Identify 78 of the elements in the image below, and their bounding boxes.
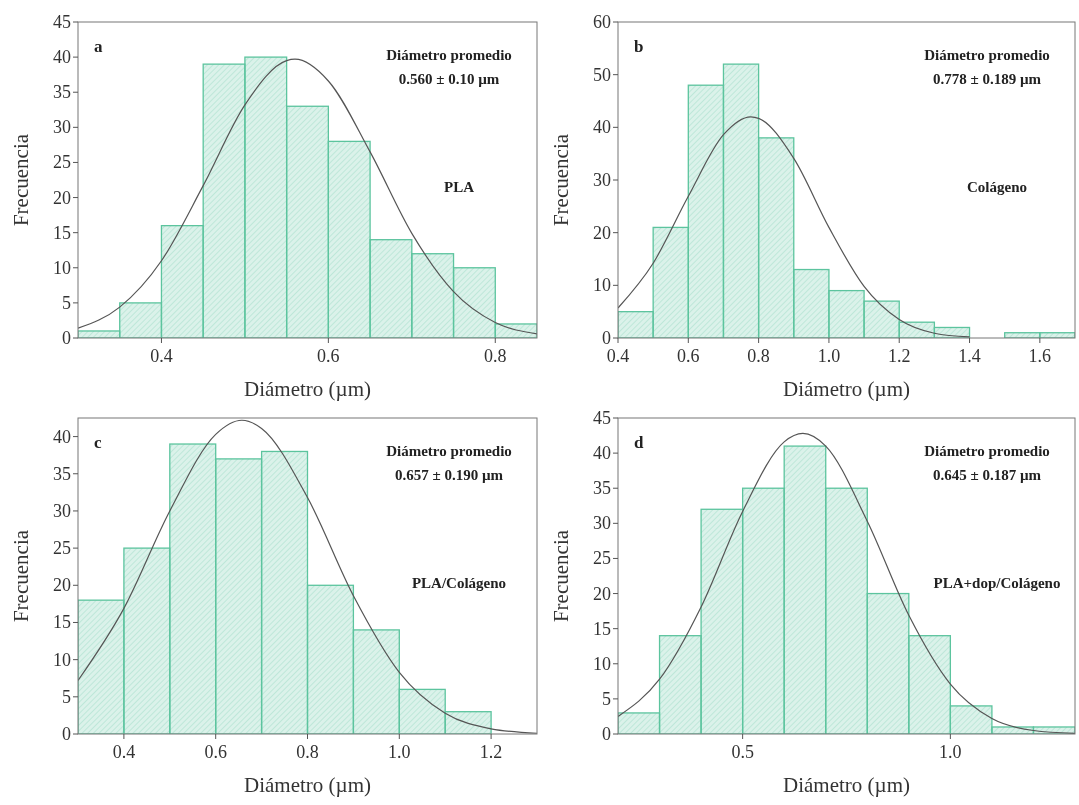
x-tick-label: 0.6: [677, 346, 700, 366]
y-axis-title: Frecuencia: [549, 529, 573, 623]
x-tick-label: 0.4: [150, 346, 173, 366]
y-tick-label: 30: [593, 170, 611, 190]
x-tick-label: 0.5: [731, 742, 754, 762]
annotation: 0.778 ± 0.189 µm: [932, 71, 1042, 87]
y-axis-title: Frecuencia: [9, 529, 33, 623]
y-tick-label: 50: [593, 64, 611, 85]
y-tick-label: 15: [53, 612, 71, 633]
y-tick-label: 25: [53, 538, 71, 559]
x-axis-title: Diámetro (µm): [783, 773, 910, 797]
x-tick-label: 0.6: [317, 346, 340, 366]
annotation: d: [634, 433, 644, 452]
y-tick-label: 40: [53, 47, 71, 68]
x-tick-label: 1.0: [817, 346, 841, 366]
y-tick-label: 15: [593, 618, 611, 639]
x-axis-title: Diámetro (µm): [244, 773, 371, 797]
x-tick-label: 0.8: [296, 742, 319, 762]
y-tick-label: 30: [593, 513, 611, 534]
x-axis-title: Diámetro (µm): [244, 377, 371, 401]
y-tick-label: 35: [53, 463, 71, 484]
annotation: a: [94, 37, 103, 56]
line-series: [618, 432, 1075, 734]
x-tick-label: 0.4: [112, 742, 136, 762]
annotation: 0.657 ± 0.190 µm: [394, 467, 504, 483]
y-tick-label: 20: [53, 187, 71, 208]
annotation: Colágeno: [967, 179, 1027, 195]
y-tick-label: 20: [593, 222, 611, 243]
x-tick-label: 1.4: [958, 346, 981, 366]
y-tick-label: 40: [53, 426, 71, 447]
x-tick-label: 0.8: [747, 346, 770, 366]
y-tick-label: 30: [53, 500, 71, 521]
annotation: 0.645 ± 0.187 µm: [932, 467, 1042, 483]
x-tick-label: 1.0: [939, 742, 962, 762]
y-tick-label: 15: [53, 222, 71, 243]
y-tick-label: 10: [593, 653, 611, 674]
y-tick-label: 20: [53, 575, 71, 596]
y-tick-label: 0: [602, 724, 611, 744]
y-tick-label: 30: [53, 117, 71, 138]
y-tick-label: 5: [62, 292, 71, 313]
annotation: Diámetro promedio: [386, 443, 512, 459]
annotation: PLA: [444, 179, 475, 195]
y-tick-label: 40: [593, 117, 611, 138]
y-tick-label: 20: [593, 583, 611, 604]
annotation: Diámetro promedio: [924, 47, 1050, 63]
x-tick-label: 0.4: [606, 346, 630, 366]
y-tick-label: 0: [62, 328, 71, 348]
x-tick-label: 0.6: [204, 742, 227, 762]
x-tick-label: 0.8: [484, 346, 507, 366]
y-axis-title: Frecuencia: [549, 133, 573, 227]
annotation: Diámetro promedio: [386, 47, 512, 63]
y-tick-label: 25: [53, 152, 71, 173]
y-tick-label: 60: [593, 12, 611, 32]
y-tick-label: 5: [602, 688, 611, 709]
x-tick-label: 1.2: [479, 742, 503, 762]
y-tick-label: 45: [53, 12, 71, 32]
annotation: c: [94, 433, 102, 452]
annotation: 0.560 ± 0.10 µm: [398, 71, 500, 87]
y-tick-label: 35: [593, 478, 611, 499]
y-tick-label: 0: [602, 328, 611, 348]
annotation: b: [634, 37, 644, 56]
y-tick-label: 0: [62, 724, 71, 744]
y-axis-title: Frecuencia: [9, 133, 33, 227]
x-axis-title: Diámetro (µm): [783, 377, 910, 401]
y-tick-label: 45: [593, 408, 611, 428]
x-tick-label: 1.0: [388, 742, 411, 762]
y-tick-label: 10: [593, 275, 611, 296]
annotation: PLA+dop/Colágeno: [933, 575, 1061, 591]
annotation: PLA/Colágeno: [411, 575, 507, 591]
annotation: Diámetro promedio: [924, 443, 1050, 459]
y-tick-label: 40: [593, 443, 611, 464]
x-tick-label: 1.2: [887, 346, 911, 366]
y-tick-label: 5: [62, 686, 71, 707]
y-tick-label: 25: [593, 548, 611, 569]
y-tick-label: 35: [53, 82, 71, 103]
y-tick-label: 10: [53, 649, 71, 670]
x-tick-label: 1.6: [1028, 346, 1052, 366]
y-tick-label: 10: [53, 257, 71, 278]
